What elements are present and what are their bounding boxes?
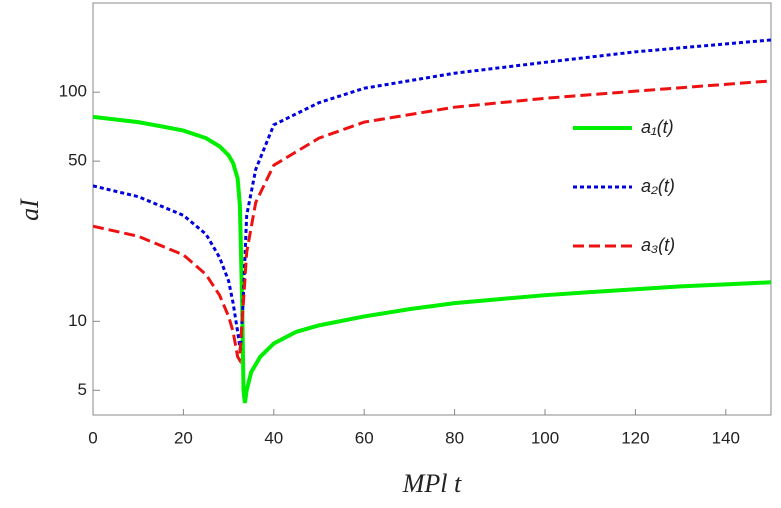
legend-label: a₁(t) bbox=[641, 117, 674, 137]
plot-frame bbox=[92, 2, 772, 416]
line bbox=[93, 114, 771, 404]
line bbox=[93, 38, 771, 351]
x-tick-label: 100 bbox=[531, 428, 559, 447]
x-tick-label: 0 bbox=[88, 428, 97, 447]
legend-label: a₃(t) bbox=[641, 235, 675, 255]
y-axis-label: aI bbox=[15, 198, 44, 221]
x-tick-label: 140 bbox=[712, 428, 740, 447]
y-tick-label: 5 bbox=[78, 380, 87, 399]
y-tick-label: 10 bbox=[68, 311, 87, 330]
x-tick-label: 40 bbox=[264, 428, 283, 447]
x-tick-label: 20 bbox=[174, 428, 193, 447]
x-tick-label: 60 bbox=[355, 428, 374, 447]
y-tick-label: 100 bbox=[59, 82, 87, 101]
x-tick-label: 80 bbox=[445, 428, 464, 447]
x-tick-label: 120 bbox=[621, 428, 649, 447]
y-tick-label: 50 bbox=[68, 151, 87, 170]
legend-label: a₂(t) bbox=[641, 176, 675, 196]
x-axis-label: MPl t bbox=[402, 469, 462, 498]
line bbox=[93, 79, 771, 365]
